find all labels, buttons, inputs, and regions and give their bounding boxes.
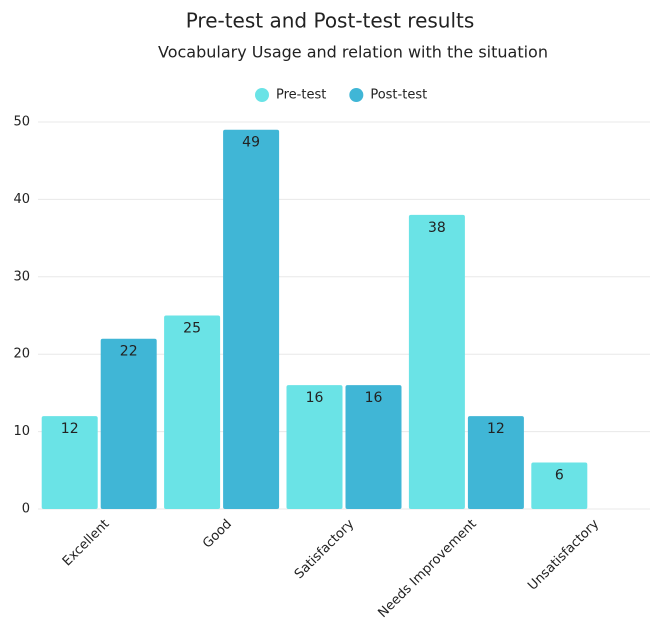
x-tick-label: Needs Improvement (376, 517, 480, 621)
bar (408, 214, 465, 509)
bar (164, 315, 221, 509)
x-tick-label: Unsatisfactory (525, 516, 602, 593)
legend-label: Pre-test (276, 88, 326, 103)
y-tick-label: 30 (13, 269, 30, 284)
bar (286, 385, 343, 509)
bar (100, 338, 157, 509)
legend-label: Post-test (370, 88, 427, 103)
x-tick-label: Excellent (60, 517, 113, 570)
data-label: 25 (183, 321, 201, 337)
y-tick-label: 20 (13, 347, 30, 362)
y-tick-label: 40 (13, 192, 30, 207)
chart-title: Pre-test and Post-test results (186, 9, 475, 33)
data-label: 49 (242, 135, 260, 151)
data-label: 38 (428, 220, 446, 236)
bar (531, 462, 588, 509)
x-tick-label: Good (200, 517, 235, 552)
y-tick-label: 10 (13, 424, 30, 439)
data-label: 22 (120, 344, 138, 360)
y-tick-label: 50 (13, 115, 30, 130)
bar (467, 416, 524, 509)
bar (345, 385, 402, 509)
legend-swatch (255, 88, 269, 102)
data-label: 12 (61, 421, 79, 437)
data-label: 12 (487, 421, 505, 437)
data-label: 16 (306, 390, 324, 406)
y-tick-label: 0 (22, 502, 30, 517)
x-tick-label: Satisfactory (292, 516, 358, 582)
bar (223, 129, 280, 510)
data-label: 6 (555, 468, 564, 484)
data-label: 16 (365, 390, 383, 406)
bar (41, 416, 98, 509)
legend-swatch (349, 88, 364, 102)
chart-subtitle: Vocabulary Usage and relation with the s… (158, 43, 548, 62)
